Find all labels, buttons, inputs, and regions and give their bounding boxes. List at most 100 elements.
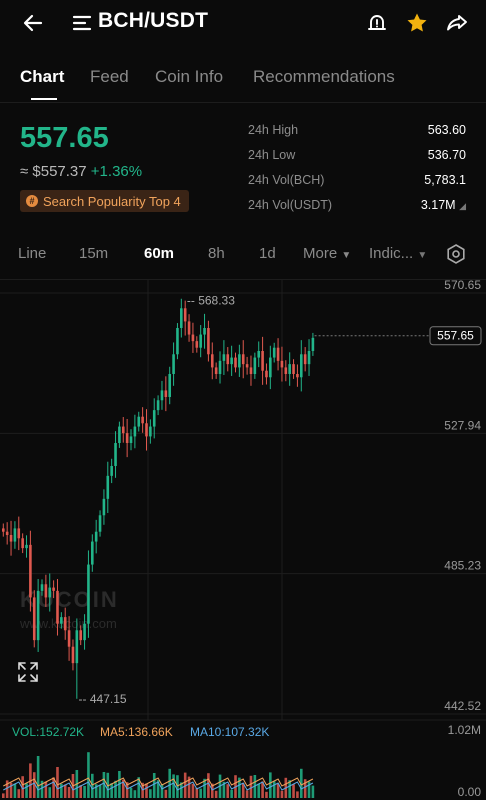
candle — [32, 597, 36, 641]
last-price: 557.65 — [20, 122, 109, 154]
volume-bar — [296, 791, 299, 798]
stat-label: 24h Vol(BCH) — [248, 173, 325, 187]
popularity-badge[interactable]: # Search Popularity Top 4 — [20, 190, 189, 212]
current-price-label: 557.65 — [437, 329, 474, 343]
ma5-label: MA5:136.66K — [100, 725, 173, 739]
candle — [114, 442, 117, 466]
volume-bar — [238, 777, 241, 798]
timeframe-line[interactable]: Line — [18, 245, 47, 262]
volume-bar — [36, 756, 40, 798]
candle — [160, 390, 164, 401]
candle — [152, 410, 156, 427]
candle — [141, 416, 144, 424]
candle — [296, 373, 299, 378]
kucoin-watermark: KUCOIN — [20, 587, 119, 612]
share-icon[interactable] — [444, 10, 470, 36]
list-menu-icon[interactable] — [70, 11, 94, 35]
candle — [102, 498, 106, 516]
candle — [129, 436, 133, 443]
candle — [303, 354, 307, 365]
volume-bar — [265, 791, 268, 798]
volume-bar — [32, 772, 36, 798]
more-dropdown[interactable]: More ▼ — [303, 245, 351, 262]
candlestick-chart[interactable]: KUCOIN www.kucoin.com 570.65 527.94 485.23 4… — [0, 280, 486, 800]
candle — [265, 370, 268, 378]
candle — [25, 544, 28, 549]
pair-title[interactable]: BCH/USDT — [98, 9, 209, 32]
candle — [36, 590, 40, 641]
volume-axis-label: 1.02M — [448, 723, 481, 737]
hash-icon: # — [26, 195, 38, 207]
volume-bar — [207, 773, 210, 798]
tab-recommendations[interactable]: Recommendations — [253, 67, 395, 86]
candle — [230, 357, 233, 365]
chart-settings-icon[interactable] — [443, 241, 469, 267]
volume-bar — [210, 783, 214, 798]
indicators-dropdown[interactable]: Indic... ▼ — [369, 245, 427, 262]
volume-bar — [245, 790, 249, 798]
volume-bar — [272, 781, 276, 798]
timeframe-60m[interactable]: 60m — [144, 245, 175, 262]
timeframe-15m[interactable]: 15m — [79, 245, 109, 262]
volume-bar — [168, 768, 172, 798]
candle — [253, 357, 257, 374]
volume-bar — [180, 782, 183, 798]
timeframe-8h[interactable]: 8h — [208, 245, 225, 262]
candle — [288, 364, 291, 374]
volume-bar — [67, 787, 71, 798]
volume-bar — [56, 767, 59, 798]
volume-bar — [145, 783, 148, 798]
volume-bar — [160, 784, 164, 798]
fiat-price-row: ≈ $557.37 +1.36% — [20, 163, 142, 180]
volume-bar — [203, 778, 206, 798]
candle — [5, 531, 9, 535]
stat-label: 24h Low — [248, 148, 296, 162]
candle — [249, 367, 253, 374]
top-bar: BCH/USDT — [0, 0, 486, 46]
volume-bar — [13, 783, 17, 798]
star-icon[interactable] — [404, 10, 430, 36]
candle — [121, 426, 125, 434]
volume-bar — [292, 784, 295, 798]
stat-label: 24h Vol(USDT) — [248, 198, 333, 212]
volume-bar — [21, 776, 24, 798]
bell-alert-icon[interactable] — [364, 10, 390, 36]
timeframe-1d[interactable]: 1d — [259, 245, 276, 262]
candle — [83, 623, 86, 641]
arrow-left-icon[interactable] — [20, 10, 46, 36]
candle — [110, 465, 113, 476]
divider — [0, 102, 486, 103]
tab-coin-info[interactable]: Coin Info — [155, 67, 224, 86]
tab-feed[interactable]: Feed — [90, 67, 129, 86]
candle — [269, 357, 272, 378]
volume-bar — [311, 785, 315, 798]
fullscreen-icon[interactable] — [14, 658, 42, 686]
candle — [67, 630, 71, 647]
candle — [17, 528, 21, 539]
candle — [60, 617, 63, 624]
candle — [195, 341, 199, 348]
candle — [299, 354, 303, 378]
stat-value: 3.17M ◢ — [421, 198, 466, 212]
candle — [164, 390, 168, 397]
volume-bar — [44, 781, 48, 798]
candle — [272, 347, 276, 358]
candle — [280, 360, 284, 368]
candle — [79, 630, 82, 641]
candle — [292, 364, 295, 374]
volume-bar — [172, 774, 175, 798]
candle — [187, 321, 191, 335]
volume-bar — [214, 790, 218, 798]
tab-chart[interactable]: Chart — [20, 67, 65, 86]
candle — [52, 587, 55, 591]
y-axis-tick-label: 527.94 — [444, 418, 481, 432]
candle — [21, 538, 24, 549]
divider — [0, 279, 486, 280]
volume-bar — [226, 784, 230, 798]
volume-bar — [94, 784, 98, 798]
volume-bar — [137, 777, 141, 798]
volume-bar — [156, 780, 160, 798]
volume-label: VOL:152.72K — [12, 725, 85, 739]
candle — [203, 327, 206, 335]
current-price-tag — [429, 326, 482, 346]
